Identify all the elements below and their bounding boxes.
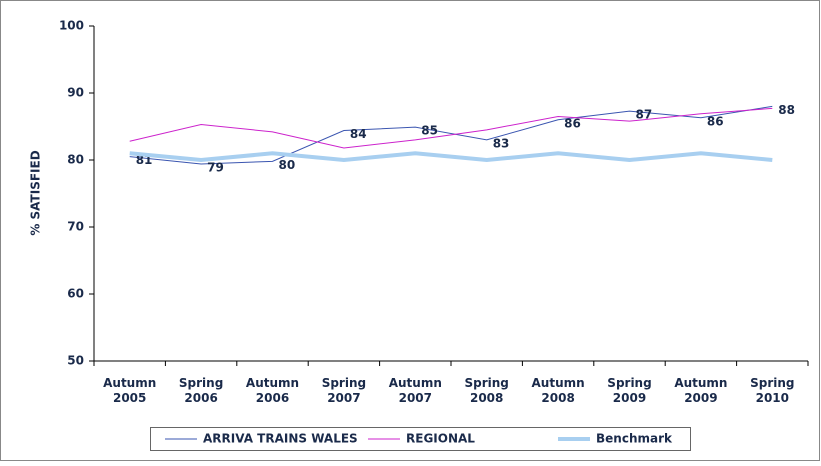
data-label: 84	[350, 127, 367, 141]
data-label: 86	[564, 116, 581, 130]
data-label: 86	[707, 114, 724, 128]
y-tick-label: 60	[67, 287, 84, 301]
y-tick-label: 80	[67, 153, 84, 167]
x-tick-label: Autumn 2007	[389, 376, 442, 405]
legend-label: REGIONAL	[406, 432, 475, 446]
x-tick-label: Spring 2009	[607, 376, 651, 405]
x-tick-label: Autumn 2006	[246, 376, 299, 405]
series-line	[129, 105, 773, 165]
y-tick-label: 90	[67, 86, 84, 100]
x-tick-label: Autumn 2005	[103, 376, 156, 405]
y-axis-label: % SATISFIED	[29, 150, 43, 235]
x-tick-label: Autumn 2008	[532, 376, 585, 405]
y-tick-label: 50	[67, 354, 84, 368]
data-label: 85	[421, 124, 438, 138]
data-label: 83	[493, 136, 510, 150]
y-tick-label: 100	[59, 19, 84, 33]
legend	[150, 427, 691, 451]
series-line	[129, 107, 773, 149]
x-tick-label: Spring 2008	[464, 376, 508, 405]
series-line	[129, 151, 773, 163]
legend-label: Benchmark	[596, 432, 673, 446]
x-tick-label: Spring 2007	[322, 376, 366, 405]
x-tick-label: Spring 2010	[750, 376, 794, 405]
data-label: 88	[778, 103, 795, 117]
x-tick-label: Spring 2006	[179, 376, 223, 405]
data-label: 79	[207, 161, 224, 175]
legend-label: ARRIVA TRAINS WALES	[203, 432, 358, 446]
data-label: 80	[279, 158, 296, 172]
x-tick-label: Autumn 2009	[674, 376, 727, 405]
data-label: 87	[636, 108, 653, 122]
y-tick-label: 70	[67, 220, 84, 234]
